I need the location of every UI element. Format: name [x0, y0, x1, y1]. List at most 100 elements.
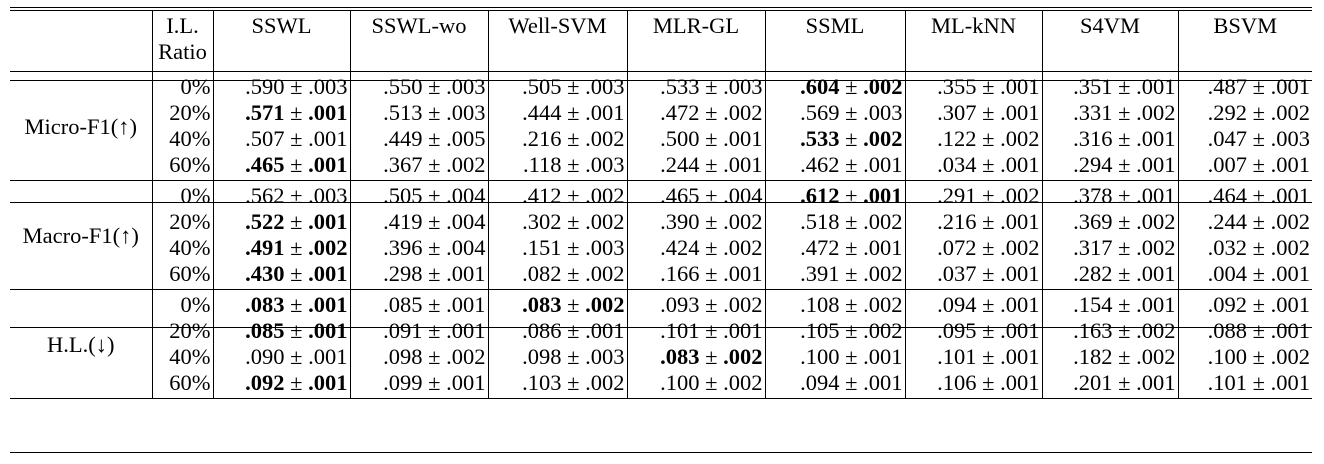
plus-minus-sign: ± — [567, 261, 580, 286]
method-header-well-svm: Well-SVM — [487, 10, 627, 72]
plus-minus-sign: ± — [982, 126, 995, 151]
mean-value: .092 — [245, 370, 285, 395]
std-value: .001 — [1000, 318, 1040, 343]
std-value: .001 — [1000, 292, 1040, 317]
std-value: .001 — [1000, 209, 1040, 234]
value-cell: .037 ± .001 — [904, 261, 1042, 290]
bottom-double-rule — [10, 452, 1312, 453]
value-cell: .082 ± .002 — [487, 261, 627, 290]
plus-minus-sign: ± — [290, 183, 303, 208]
plus-minus-sign: ± — [567, 235, 580, 260]
std-value: .001 — [308, 261, 348, 286]
mean-value: .101 — [937, 344, 977, 369]
value-cell: .569 ± .003 — [764, 100, 905, 126]
std-value: .003 — [863, 100, 903, 125]
plus-minus-sign: ± — [1252, 74, 1265, 99]
std-value: .003 — [308, 74, 348, 99]
value-cell: .465 ± .004 — [626, 180, 765, 209]
plus-minus-sign: ± — [705, 209, 718, 234]
value-cell: .351 ± .001 — [1041, 71, 1178, 100]
plus-minus-sign: ± — [567, 100, 580, 125]
std-value: .001 — [863, 183, 903, 208]
value-cell: .518 ± .002 — [764, 209, 905, 235]
value-cell: .367 ± .002 — [349, 152, 488, 181]
mean-value: .533 — [800, 126, 840, 151]
method-header-ssml: SSML — [764, 10, 905, 72]
plus-minus-sign: ± — [428, 344, 441, 369]
std-value: .001 — [1270, 261, 1310, 286]
plus-minus-sign: ± — [567, 344, 580, 369]
std-value: .001 — [308, 100, 348, 125]
value-cell: .092 ± .001 — [212, 370, 350, 399]
std-value: .001 — [1270, 74, 1310, 99]
plus-minus-sign: ± — [290, 152, 303, 177]
table-row: 40% .090 ± .001.098 ± .002.098 ± .003.083… — [10, 344, 1312, 370]
std-value: .001 — [308, 209, 348, 234]
std-value: .002 — [723, 292, 763, 317]
value-cell: .390 ± .002 — [626, 209, 765, 235]
std-value: .003 — [1270, 126, 1310, 151]
mean-value: .082 — [522, 261, 562, 286]
std-value: .003 — [585, 74, 625, 99]
ratio-header-line1: I.L. — [166, 13, 199, 38]
plus-minus-sign: ± — [1118, 74, 1131, 99]
plus-minus-sign: ± — [1252, 100, 1265, 125]
std-value: .002 — [863, 261, 903, 286]
value-cell: .562 ± .003 — [212, 180, 350, 209]
std-value: .002 — [1136, 318, 1176, 343]
mean-value: .072 — [937, 235, 977, 260]
std-value: .002 — [723, 209, 763, 234]
mean-value: .612 — [800, 183, 840, 208]
std-value: .001 — [446, 261, 486, 286]
plus-minus-sign: ± — [567, 370, 580, 395]
value-cell: .118 ± .003 — [487, 152, 627, 181]
mean-value: .083 — [245, 292, 285, 317]
plus-minus-sign: ± — [1252, 261, 1265, 286]
metric-label: H.L.(↓) — [47, 332, 115, 357]
value-cell: .095 ± .001 — [904, 318, 1042, 344]
value-cell: .085 ± .001 — [212, 318, 350, 344]
method-header-s4vm: S4VM — [1041, 10, 1178, 72]
value-cell: .216 ± .002 — [487, 126, 627, 152]
plus-minus-sign: ± — [567, 183, 580, 208]
ratio-cell: 60% — [151, 152, 213, 181]
value-cell: .505 ± .003 — [487, 71, 627, 100]
ratio-cell: 40% — [151, 344, 213, 370]
ratio-header-line2: Ratio — [158, 39, 207, 64]
value-cell: .550 ± .003 — [349, 71, 488, 100]
std-value: .001 — [723, 126, 763, 151]
value-cell: .307 ± .001 — [904, 100, 1042, 126]
std-value: .002 — [1000, 235, 1040, 260]
value-cell: .419 ± .004 — [349, 209, 488, 235]
plus-minus-sign: ± — [705, 183, 718, 208]
value-cell: .103 ± .002 — [487, 370, 627, 399]
mean-value: .100 — [800, 344, 840, 369]
mean-value: .604 — [800, 74, 840, 99]
value-cell: .292 ± .002 — [1177, 100, 1312, 126]
metric-group-macro-f1: Macro-F1(↑) 0% .562 ± .003.505 ± .004.412 … — [10, 180, 1312, 290]
plus-minus-sign: ± — [845, 261, 858, 286]
value-cell: .108 ± .002 — [764, 289, 905, 318]
table-row: 60% .465 ± .001.367 ± .002.118 ± .003.244… — [10, 152, 1312, 181]
plus-minus-sign: ± — [845, 235, 858, 260]
plus-minus-sign: ± — [1252, 235, 1265, 260]
mean-value: .103 — [522, 370, 562, 395]
value-cell: .101 ± .001 — [626, 318, 765, 344]
plus-minus-sign: ± — [982, 74, 995, 99]
std-value: .001 — [723, 318, 763, 343]
plus-minus-sign: ± — [1252, 344, 1265, 369]
value-cell: .317 ± .002 — [1041, 235, 1178, 261]
std-value: .001 — [1000, 74, 1040, 99]
std-value: .001 — [1136, 261, 1176, 286]
value-cell: .355 ± .001 — [904, 71, 1042, 100]
value-cell: .282 ± .001 — [1041, 261, 1178, 290]
value-cell: .007 ± .001 — [1177, 152, 1312, 181]
value-cell: .331 ± .002 — [1041, 100, 1178, 126]
mean-value: .500 — [660, 126, 700, 151]
mean-value: .522 — [245, 209, 285, 234]
std-value: .002 — [723, 235, 763, 260]
plus-minus-sign: ± — [845, 318, 858, 343]
plus-minus-sign: ± — [705, 318, 718, 343]
std-value: .002 — [863, 126, 903, 151]
std-value: .004 — [446, 209, 486, 234]
